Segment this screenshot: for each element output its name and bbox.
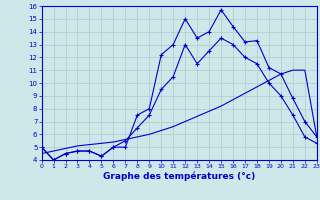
X-axis label: Graphe des températures (°c): Graphe des températures (°c) — [103, 172, 255, 181]
